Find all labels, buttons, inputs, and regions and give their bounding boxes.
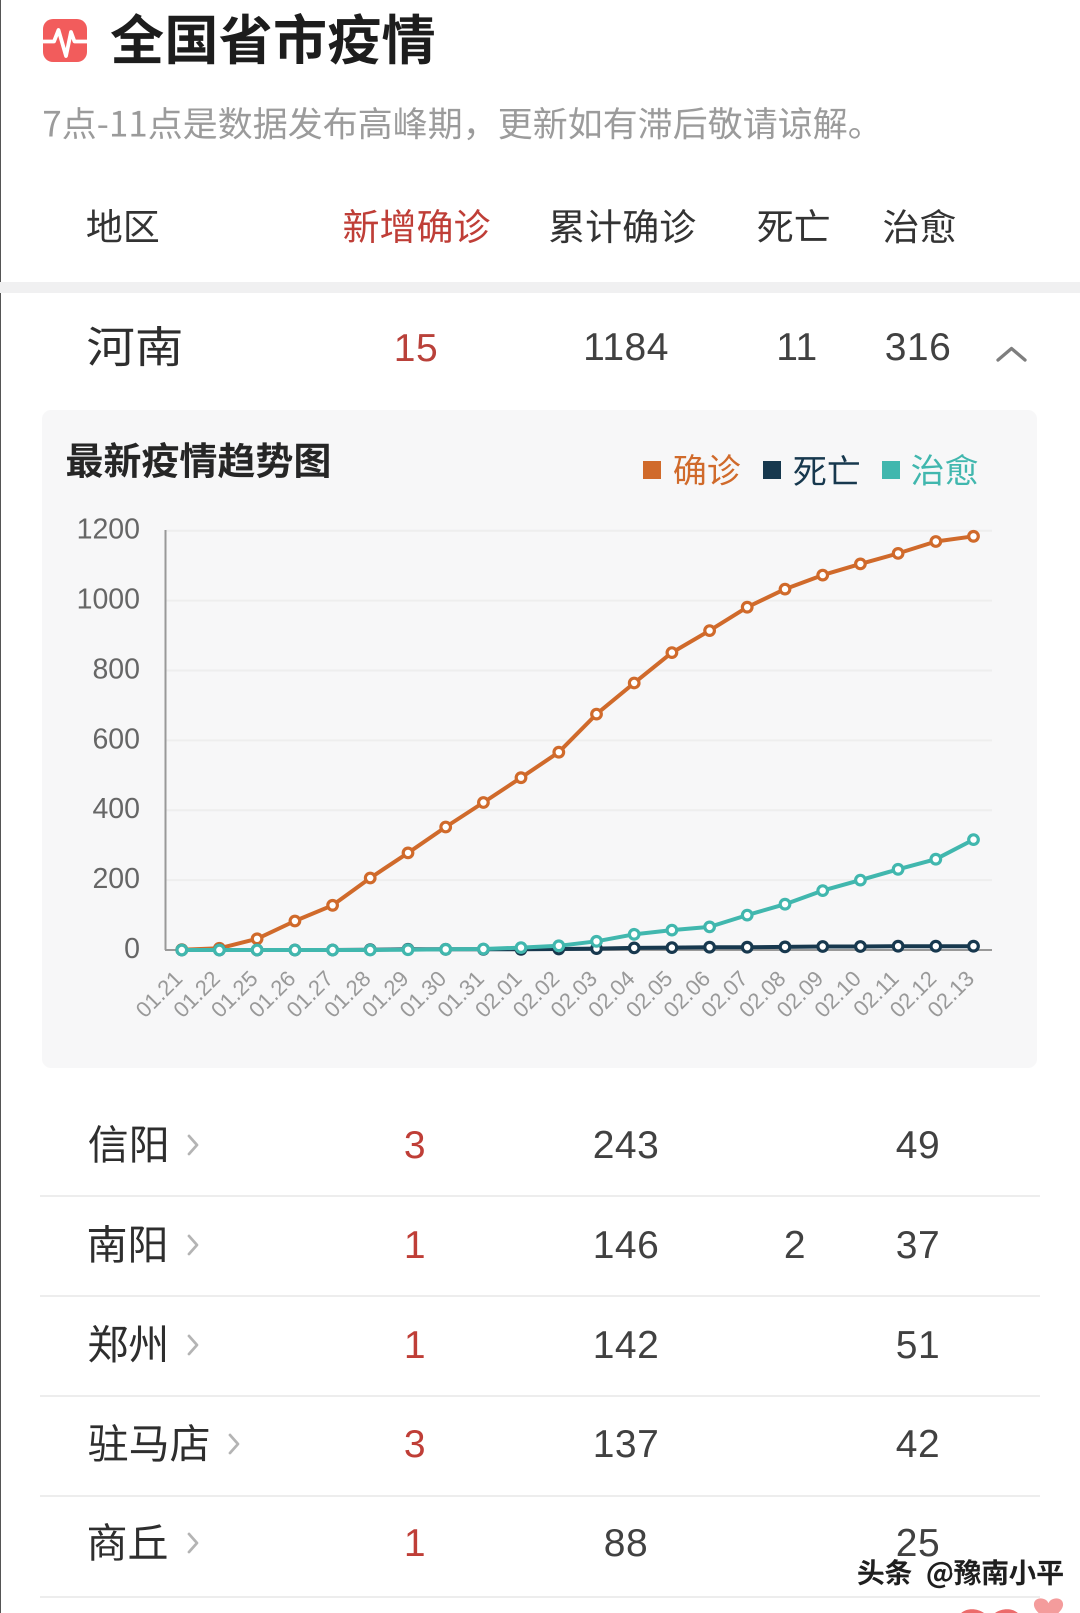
svg-text:400: 400 <box>92 793 140 825</box>
svg-text:0: 0 <box>124 933 140 965</box>
svg-text:800: 800 <box>92 654 140 686</box>
svg-text:1000: 1000 <box>77 584 140 616</box>
svg-text:600: 600 <box>92 723 140 755</box>
svg-text:1200: 1200 <box>77 514 140 546</box>
svg-text:200: 200 <box>92 863 140 895</box>
